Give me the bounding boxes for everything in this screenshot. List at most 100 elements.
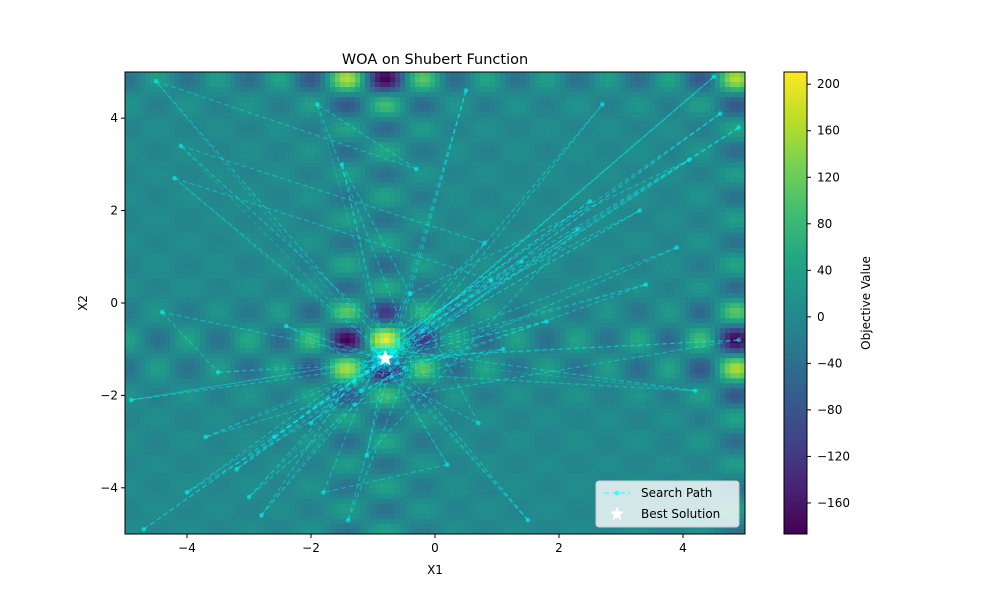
- heatmap-cell: [265, 87, 271, 93]
- heatmap-cell: [290, 242, 296, 249]
- heatmap-cell: [200, 107, 206, 113]
- heatmap-cell: [510, 257, 516, 264]
- heatmap-cell: [210, 187, 216, 194]
- heatmap-cell: [740, 147, 745, 153]
- heatmap-cell: [445, 207, 451, 214]
- heatmap-cell: [425, 92, 431, 98]
- heatmap-cell: [715, 122, 721, 128]
- heatmap-cell: [190, 137, 196, 143]
- heatmap-cell: [645, 197, 651, 204]
- heatmap-cell: [735, 217, 741, 224]
- heatmap-cell: [620, 92, 626, 98]
- heatmap-cell: [365, 212, 371, 219]
- heatmap-cell: [640, 257, 646, 264]
- heatmap-cell: [265, 112, 271, 118]
- heatmap-cell: [305, 237, 311, 244]
- heatmap-cell: [315, 117, 321, 123]
- heatmap-cell: [135, 92, 141, 98]
- heatmap-cell: [355, 162, 361, 169]
- heatmap-cell: [505, 87, 511, 93]
- heatmap-cell: [410, 177, 416, 184]
- heatmap-cell: [570, 192, 576, 199]
- heatmap-cell: [320, 137, 326, 143]
- heatmap-cell: [255, 137, 261, 143]
- heatmap-cell: [130, 197, 136, 204]
- heatmap-cell: [560, 217, 566, 224]
- heatmap-cell: [710, 177, 716, 184]
- heatmap-cell: [490, 237, 496, 244]
- heatmap-cell: [290, 72, 296, 78]
- heatmap-cell: [595, 207, 601, 214]
- heatmap-cell: [515, 182, 521, 189]
- heatmap-cell: [735, 102, 741, 108]
- heatmap-cell: [425, 162, 431, 169]
- heatmap-cell: [670, 257, 676, 264]
- heatmap-cell: [200, 172, 206, 179]
- heatmap-cell: [260, 242, 266, 249]
- heatmap-cell: [330, 192, 336, 199]
- heatmap-cell: [715, 107, 721, 113]
- heatmap-cell: [500, 122, 506, 128]
- heatmap-cell: [240, 162, 246, 169]
- heatmap-cell: [510, 72, 516, 78]
- heatmap-cell: [155, 272, 161, 279]
- heatmap-cell: [350, 72, 356, 78]
- heatmap-cell: [295, 167, 301, 174]
- heatmap-cell: [630, 157, 636, 163]
- heatmap-cell: [205, 77, 211, 83]
- heatmap-cell: [330, 152, 336, 158]
- heatmap-cell: [135, 127, 141, 133]
- heatmap-cell: [575, 87, 581, 93]
- heatmap-cell: [530, 107, 536, 113]
- heatmap-cell: [685, 102, 691, 108]
- heatmap-cell: [200, 92, 206, 98]
- heatmap-cell: [690, 77, 696, 83]
- heatmap-cell: [450, 102, 456, 108]
- heatmap-cell: [275, 127, 281, 133]
- heatmap-cell: [725, 147, 731, 153]
- heatmap-cell: [135, 117, 141, 123]
- heatmap-cell: [505, 147, 511, 153]
- heatmap-cell: [420, 202, 426, 209]
- heatmap-cell: [450, 92, 456, 98]
- heatmap-cell: [645, 162, 651, 169]
- heatmap-cell: [635, 127, 641, 133]
- heatmap-cell: [445, 82, 451, 88]
- heatmap-cell: [530, 132, 536, 138]
- heatmap-cell: [330, 247, 336, 254]
- heatmap-cell: [185, 252, 191, 259]
- heatmap-cell: [700, 262, 706, 269]
- heatmap-cell: [405, 162, 411, 169]
- heatmap-cell: [425, 112, 431, 118]
- heatmap-cell: [260, 112, 266, 118]
- heatmap-cell: [335, 252, 341, 259]
- heatmap-cell: [160, 257, 166, 264]
- heatmap-cell: [610, 167, 616, 174]
- heatmap-cell: [545, 177, 551, 184]
- heatmap-cell: [375, 222, 381, 229]
- heatmap-cell: [390, 202, 396, 209]
- heatmap-cell: [365, 242, 371, 249]
- heatmap-cell: [650, 122, 656, 128]
- heatmap-cell: [395, 182, 401, 189]
- heatmap-cell: [580, 262, 586, 269]
- heatmap-cell: [610, 127, 616, 133]
- heatmap-cell: [550, 77, 556, 83]
- heatmap-cell: [135, 197, 141, 204]
- heatmap-cell: [655, 247, 661, 254]
- heatmap-cell: [240, 202, 246, 209]
- heatmap-cell: [445, 72, 451, 78]
- heatmap-cell: [355, 107, 361, 113]
- heatmap-cell: [730, 262, 736, 269]
- heatmap-cell: [490, 152, 496, 158]
- heatmap-cell: [420, 172, 426, 179]
- heatmap-cell: [360, 117, 366, 123]
- heatmap-cell: [125, 157, 131, 163]
- heatmap-cell: [695, 182, 701, 189]
- heatmap-cell: [210, 127, 216, 133]
- heatmap-cell: [140, 217, 146, 224]
- heatmap-cell: [430, 257, 436, 264]
- heatmap-cell: [655, 227, 661, 234]
- heatmap-cell: [145, 112, 151, 118]
- heatmap-cell: [640, 237, 646, 244]
